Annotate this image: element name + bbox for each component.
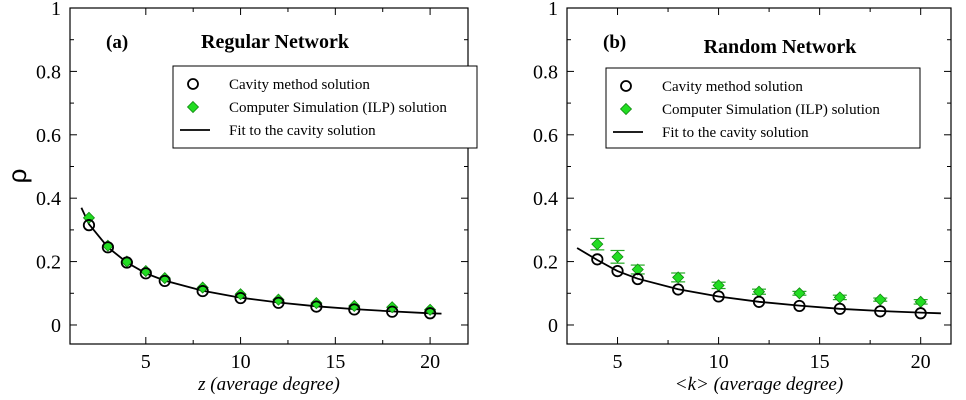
simulation-point <box>272 293 285 306</box>
simulation-point <box>672 271 685 284</box>
legend: Cavity method solution Computer Simulatio… <box>605 67 921 149</box>
simulation-point <box>874 293 887 306</box>
x-tick-label: 20 <box>911 351 931 373</box>
simulation-point <box>348 299 361 313</box>
legend-circle-icon <box>620 80 632 92</box>
panel-title: Regular Network <box>201 31 350 53</box>
cavity-point <box>793 299 806 313</box>
y-tick-label: 0.8 <box>36 61 61 83</box>
cavity-point <box>120 256 133 269</box>
y-tick-label: 0.2 <box>533 252 558 274</box>
cavity-point <box>158 274 171 288</box>
panel-random-network: 00.20.40.60.815 10 15 20<k> (average degree… <box>533 0 952 395</box>
x-tick-label: 5 <box>613 351 623 373</box>
simulation-point <box>631 263 644 276</box>
simulation-point <box>196 281 209 294</box>
legend-label: Cavity method solution <box>662 79 803 95</box>
x-tick-label: 10 <box>231 351 251 373</box>
y-tick-label: 0.8 <box>533 61 558 83</box>
cavity-point <box>833 302 846 315</box>
cavity-point <box>272 296 285 309</box>
legend-circle-icon <box>187 78 199 90</box>
cavity-point <box>712 290 725 303</box>
cavity-point <box>386 305 399 318</box>
cavity-point <box>423 307 437 320</box>
cavity-point <box>310 300 323 313</box>
y-tick-label: 1 <box>548 0 558 20</box>
cavity-point <box>631 272 644 286</box>
plot-frame <box>566 7 952 345</box>
legend-label: Fit to the cavity solution <box>229 123 376 139</box>
cavity-point <box>234 291 247 305</box>
legend-diamond-icon <box>619 102 633 116</box>
fit-line <box>80 207 442 315</box>
legend-diamond-icon <box>186 100 200 114</box>
simulation-point <box>914 295 927 308</box>
cavity-point <box>752 295 766 308</box>
panel-title: Random Network <box>704 36 858 58</box>
simulation-point <box>752 285 766 298</box>
legend-label: Fit to the cavity solution <box>662 125 809 141</box>
simulation-point <box>833 291 846 304</box>
simulation-point <box>234 288 247 301</box>
legend-label: Computer Simulation (ILP) solution <box>229 100 447 116</box>
legend-box <box>172 65 478 149</box>
cavity-point <box>874 305 887 318</box>
legend-box <box>605 67 921 149</box>
y-tick-label: 0.6 <box>533 125 558 147</box>
y-tick-label: 0.2 <box>36 252 61 274</box>
cavity-point <box>914 307 927 320</box>
cavity-point <box>591 253 604 266</box>
cavity-point <box>672 283 685 296</box>
panel-label: (a) <box>106 32 128 53</box>
y-axis-label: ρ <box>2 169 32 184</box>
legend: Cavity method solution Computer Simulatio… <box>172 65 478 149</box>
legend-label: Cavity method solution <box>229 77 370 93</box>
cavity-point <box>611 264 624 278</box>
cavity-point <box>348 303 361 316</box>
x-tick-label: 15 <box>325 351 345 373</box>
simulation-point <box>712 279 725 292</box>
fit-line <box>576 247 941 315</box>
y-tick-label: 0.4 <box>533 188 558 210</box>
y-tick-label: 0.4 <box>36 188 61 210</box>
x-tick-label: 10 <box>709 351 729 373</box>
x-tick-label: 15 <box>810 351 830 373</box>
x-tick-label: 5 <box>141 351 151 373</box>
panel-label: (b) <box>603 32 626 53</box>
plot-frame <box>69 7 469 345</box>
y-tick-label: 0.6 <box>36 125 61 147</box>
cavity-point <box>101 241 115 254</box>
simulation-point <box>310 297 323 310</box>
cavity-point <box>82 219 96 232</box>
x-tick-label: 20 <box>420 351 440 373</box>
simulation-point <box>591 238 604 251</box>
legend-label: Computer Simulation (ILP) solution <box>662 102 880 118</box>
y-tick-label: 0 <box>548 315 558 337</box>
simulation-point <box>793 287 806 300</box>
panel-regular-network: 00.20.40.60.815 10 15 20z (average degree)ρ… <box>2 0 478 395</box>
x-axis-label: <k> (average degree) <box>675 374 843 395</box>
cavity-point <box>139 267 152 280</box>
simulation-point <box>424 303 437 316</box>
y-tick-label: 0 <box>51 315 61 337</box>
simulation-point <box>611 250 624 263</box>
x-axis-label: z (average degree) <box>197 374 340 395</box>
y-tick-label: 1 <box>51 0 61 20</box>
cavity-point <box>196 284 209 298</box>
